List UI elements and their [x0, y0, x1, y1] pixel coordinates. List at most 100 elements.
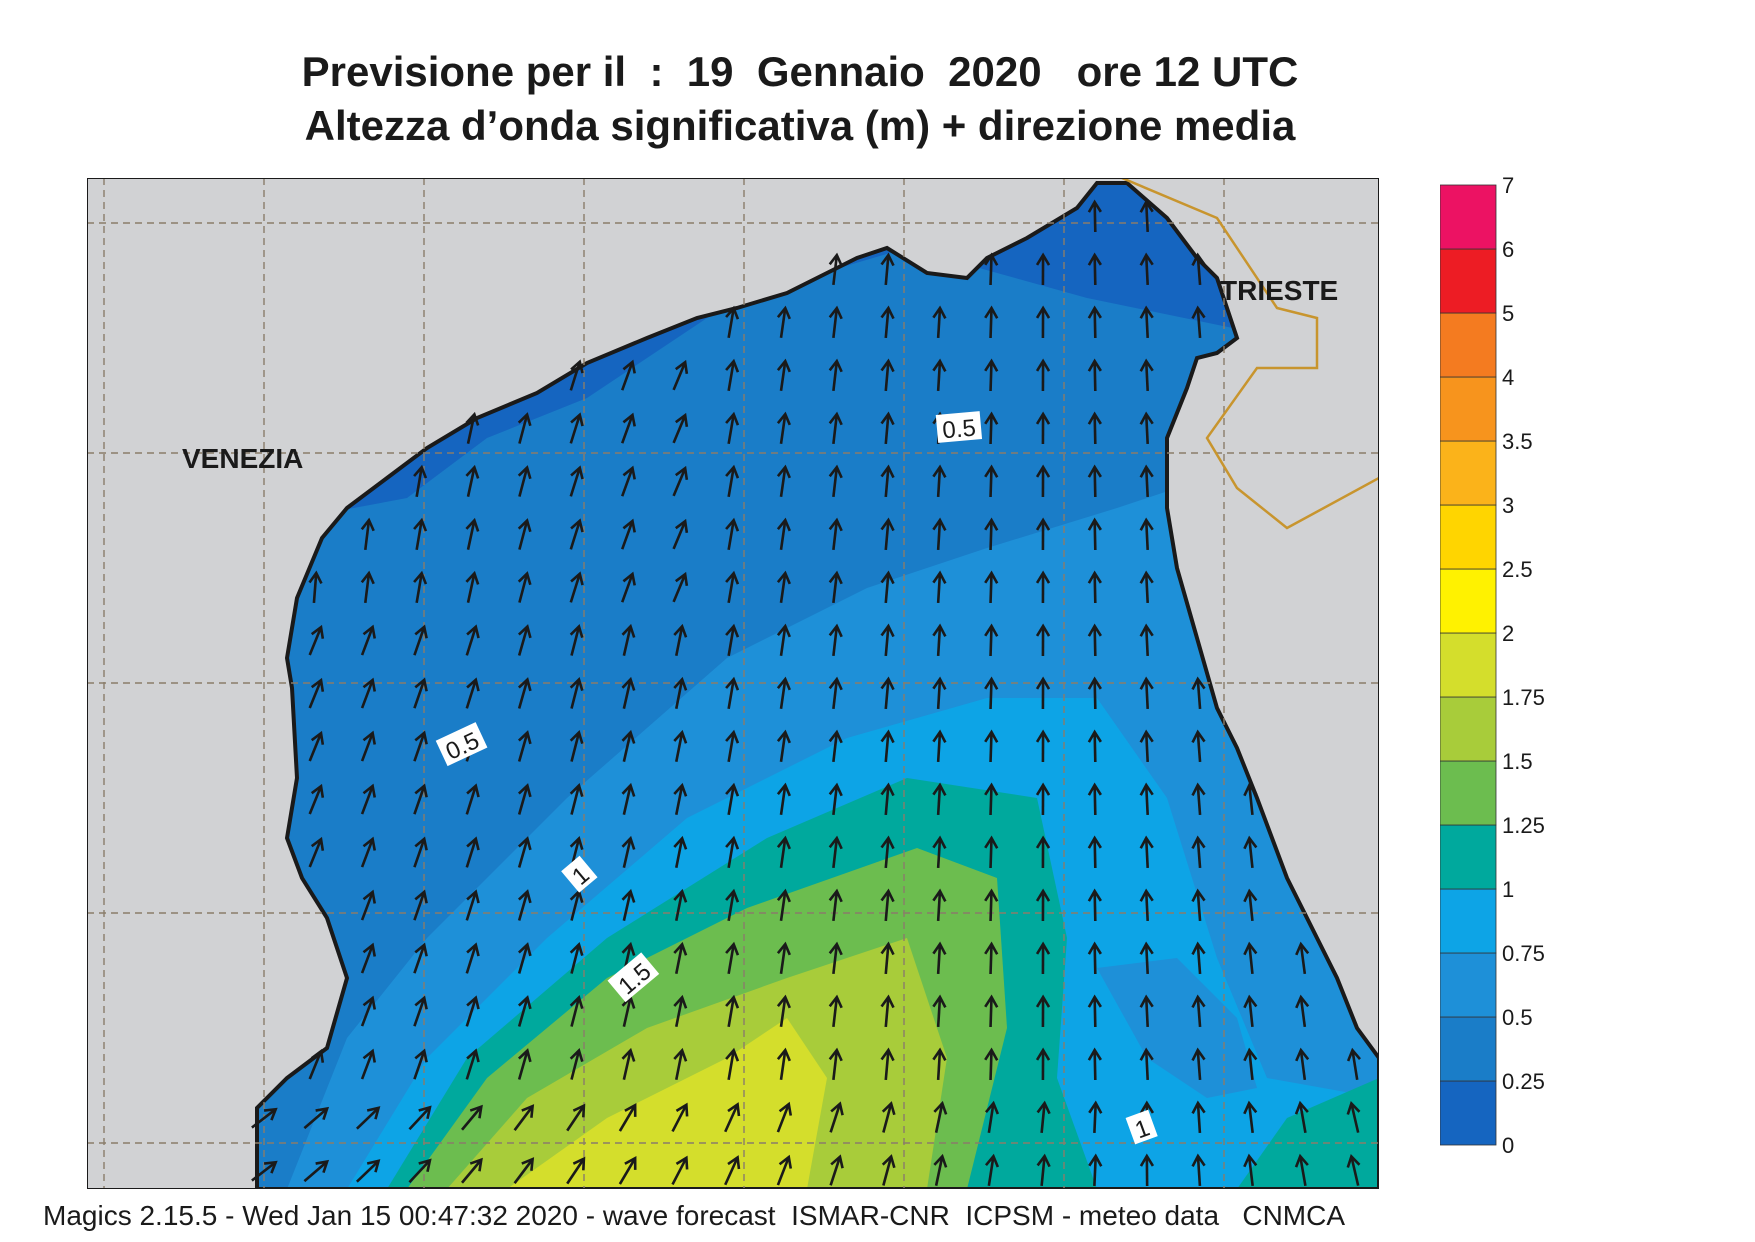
wave-direction-arrow — [1139, 464, 1154, 498]
wave-direction-arrow — [671, 1102, 689, 1133]
wave-direction-arrow — [671, 1155, 689, 1186]
wave-direction-arrow — [360, 836, 377, 868]
wave-direction-arrow — [828, 1047, 843, 1081]
wave-direction-arrow — [880, 305, 895, 339]
wave-direction-arrow — [881, 1101, 896, 1133]
wave-direction-arrow — [725, 358, 740, 392]
wave-direction-arrow — [776, 676, 791, 710]
wave-direction-arrow — [408, 1105, 432, 1131]
wave-direction-arrow — [776, 623, 791, 657]
wave-direction-arrow — [673, 782, 688, 815]
legend-swatch — [1440, 440, 1497, 506]
wave-direction-arrow — [776, 1101, 793, 1133]
wave-direction-arrow — [984, 1100, 1000, 1134]
wave-direction-arrow — [932, 1047, 947, 1081]
wave-direction-arrow — [1295, 941, 1310, 975]
legend-label: 3.5 — [1502, 429, 1533, 454]
wave-direction-arrow — [1191, 888, 1206, 922]
wave-direction-arrow — [776, 835, 791, 869]
wave-direction-arrow — [566, 1103, 586, 1132]
wave-direction-arrow — [776, 782, 791, 816]
wave-direction-arrow — [673, 941, 688, 974]
wave-direction-arrow — [1087, 358, 1102, 392]
wave-direction-arrow — [465, 517, 480, 550]
wave-direction-arrow — [1035, 729, 1051, 763]
wave-direction-arrow — [829, 1154, 844, 1186]
wave-direction-arrow — [569, 677, 584, 709]
wave-direction-arrow — [1243, 888, 1258, 922]
legend-label: 1.75 — [1502, 685, 1545, 710]
wave-direction-arrow — [1036, 1100, 1051, 1134]
wave-direction-arrow — [360, 730, 377, 762]
wave-direction-arrow — [1088, 1153, 1103, 1187]
wave-direction-arrow — [569, 783, 584, 815]
wave-direction-arrow — [1035, 252, 1051, 286]
wave-direction-arrow — [1243, 1153, 1258, 1187]
legend-swatch — [1440, 248, 1497, 314]
wave-direction-arrow — [776, 358, 791, 392]
wave-direction-arrow — [1088, 1100, 1103, 1134]
legend-swatch — [1440, 632, 1497, 698]
wave-direction-arrow — [880, 517, 895, 551]
color-scale-legend: 0 0.25 0.5 0.75 1 1.25 1.5 1.75 2 2.5 3 3.5 4 5 6 7 — [1440, 175, 1545, 1155]
wave-direction-arrow — [880, 888, 895, 922]
wave-direction-arrow — [1139, 994, 1154, 1028]
wave-direction-arrow — [303, 1159, 330, 1183]
wave-direction-arrow — [360, 517, 375, 551]
wave-direction-arrow — [1087, 835, 1102, 869]
wave-direction-arrow — [1035, 358, 1051, 392]
wave-direction-arrow — [1087, 888, 1102, 922]
wave-direction-arrow — [413, 889, 428, 921]
wave-direction-arrow — [620, 571, 636, 603]
legend-swatch — [1440, 1080, 1497, 1146]
wave-direction-arrow — [673, 994, 688, 1027]
wave-direction-arrow — [620, 412, 636, 444]
wave-direction-arrow — [1035, 305, 1051, 339]
wave-direction-arrow — [517, 836, 532, 868]
legend-label: 3 — [1502, 493, 1514, 518]
wave-direction-arrow — [1191, 1047, 1206, 1081]
wave-direction-arrow — [360, 889, 377, 921]
wave-direction-arrow — [725, 835, 740, 869]
wave-direction-arrow — [308, 624, 325, 656]
wave-direction-arrow — [1087, 252, 1102, 286]
wave-direction-arrow — [829, 1101, 844, 1133]
wave-direction-arrow — [672, 571, 689, 603]
wave-direction-arrow — [776, 1047, 791, 1081]
title-line-1: Previsione per il : 19 Gennaio 2020 ore … — [301, 48, 1299, 95]
legend-label: 1.25 — [1502, 813, 1545, 838]
wave-direction-arrow — [517, 677, 532, 709]
wave-direction-arrow — [1087, 464, 1102, 498]
wave-direction-arrow — [932, 941, 947, 975]
wave-direction-arrow — [360, 677, 377, 709]
wave-direction-arrow — [413, 942, 428, 974]
wave-direction-arrow — [569, 1048, 584, 1080]
wave-direction-arrow — [984, 411, 999, 445]
city-label-trieste: TRIESTE — [1220, 275, 1338, 306]
wave-direction-arrow — [1191, 729, 1206, 763]
wave-direction-arrow — [465, 942, 480, 974]
wave-direction-arrow — [1191, 835, 1206, 869]
wave-direction-arrow — [933, 1100, 948, 1133]
wave-direction-arrow — [725, 941, 740, 975]
legend-label: 1.5 — [1502, 749, 1533, 774]
wave-direction-arrow — [1035, 835, 1051, 869]
wave-direction-arrow — [1035, 941, 1051, 975]
wave-direction-arrow — [569, 465, 584, 497]
wave-direction-arrow — [621, 1047, 636, 1080]
wave-direction-arrow — [984, 888, 999, 922]
wave-direction-arrow — [1035, 623, 1051, 657]
wave-direction-arrow — [1191, 941, 1206, 975]
wave-direction-arrow — [776, 570, 791, 604]
legend-swatch — [1440, 952, 1497, 1018]
wave-direction-arrow — [725, 411, 740, 445]
wave-direction-arrow — [517, 783, 532, 815]
wave-direction-arrow — [1139, 199, 1154, 233]
legend-swatch — [1440, 888, 1497, 954]
wave-direction-arrow — [465, 836, 480, 868]
wave-direction-arrow — [1191, 994, 1206, 1028]
wave-direction-arrow — [776, 464, 791, 498]
wave-direction-arrow — [673, 623, 688, 656]
wave-direction-arrow — [1295, 1047, 1310, 1081]
wave-direction-arrow — [360, 995, 377, 1027]
